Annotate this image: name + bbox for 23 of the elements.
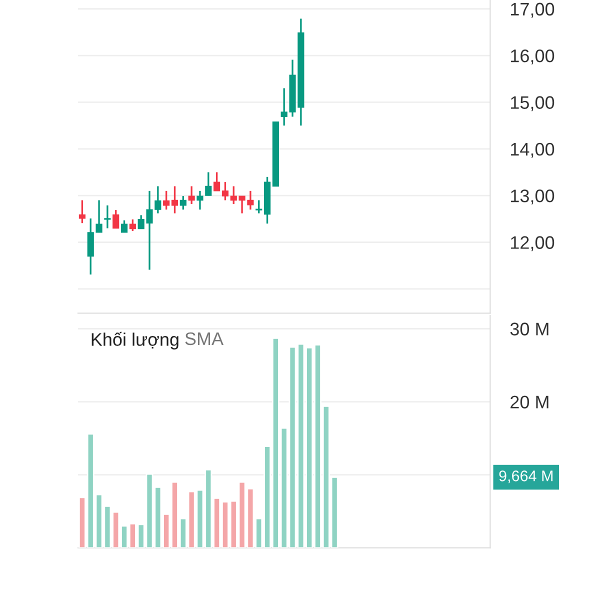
y-tick-label: 20 M	[510, 396, 548, 408]
y-tick-label: 13,00	[511, 190, 554, 204]
y-tick-label: 17,00	[511, 2, 554, 18]
text: SMA	[185, 332, 224, 346]
text: Khối lượng	[92, 332, 178, 350]
candlestick	[78, 199, 86, 224]
candlestick	[112, 209, 120, 230]
candlestick	[188, 185, 195, 205]
candlestick	[180, 195, 186, 210]
candlestick	[163, 190, 170, 210]
candlestick	[129, 218, 136, 232]
candlestick	[222, 181, 229, 202]
candlestick	[120, 219, 128, 234]
y-tick-label: 14,00	[511, 142, 554, 158]
y-tick-label: 30 M	[510, 322, 548, 336]
candlestick	[171, 185, 178, 214]
y-tick-label: 12,00	[511, 236, 554, 252]
candlestick	[104, 204, 111, 230]
candlestick	[214, 171, 220, 192]
candlestick	[256, 199, 262, 214]
y-tick-label: 15,00	[511, 96, 554, 112]
y-tick-label: 16,00	[511, 49, 554, 64]
text: 9,664 M	[499, 470, 552, 484]
